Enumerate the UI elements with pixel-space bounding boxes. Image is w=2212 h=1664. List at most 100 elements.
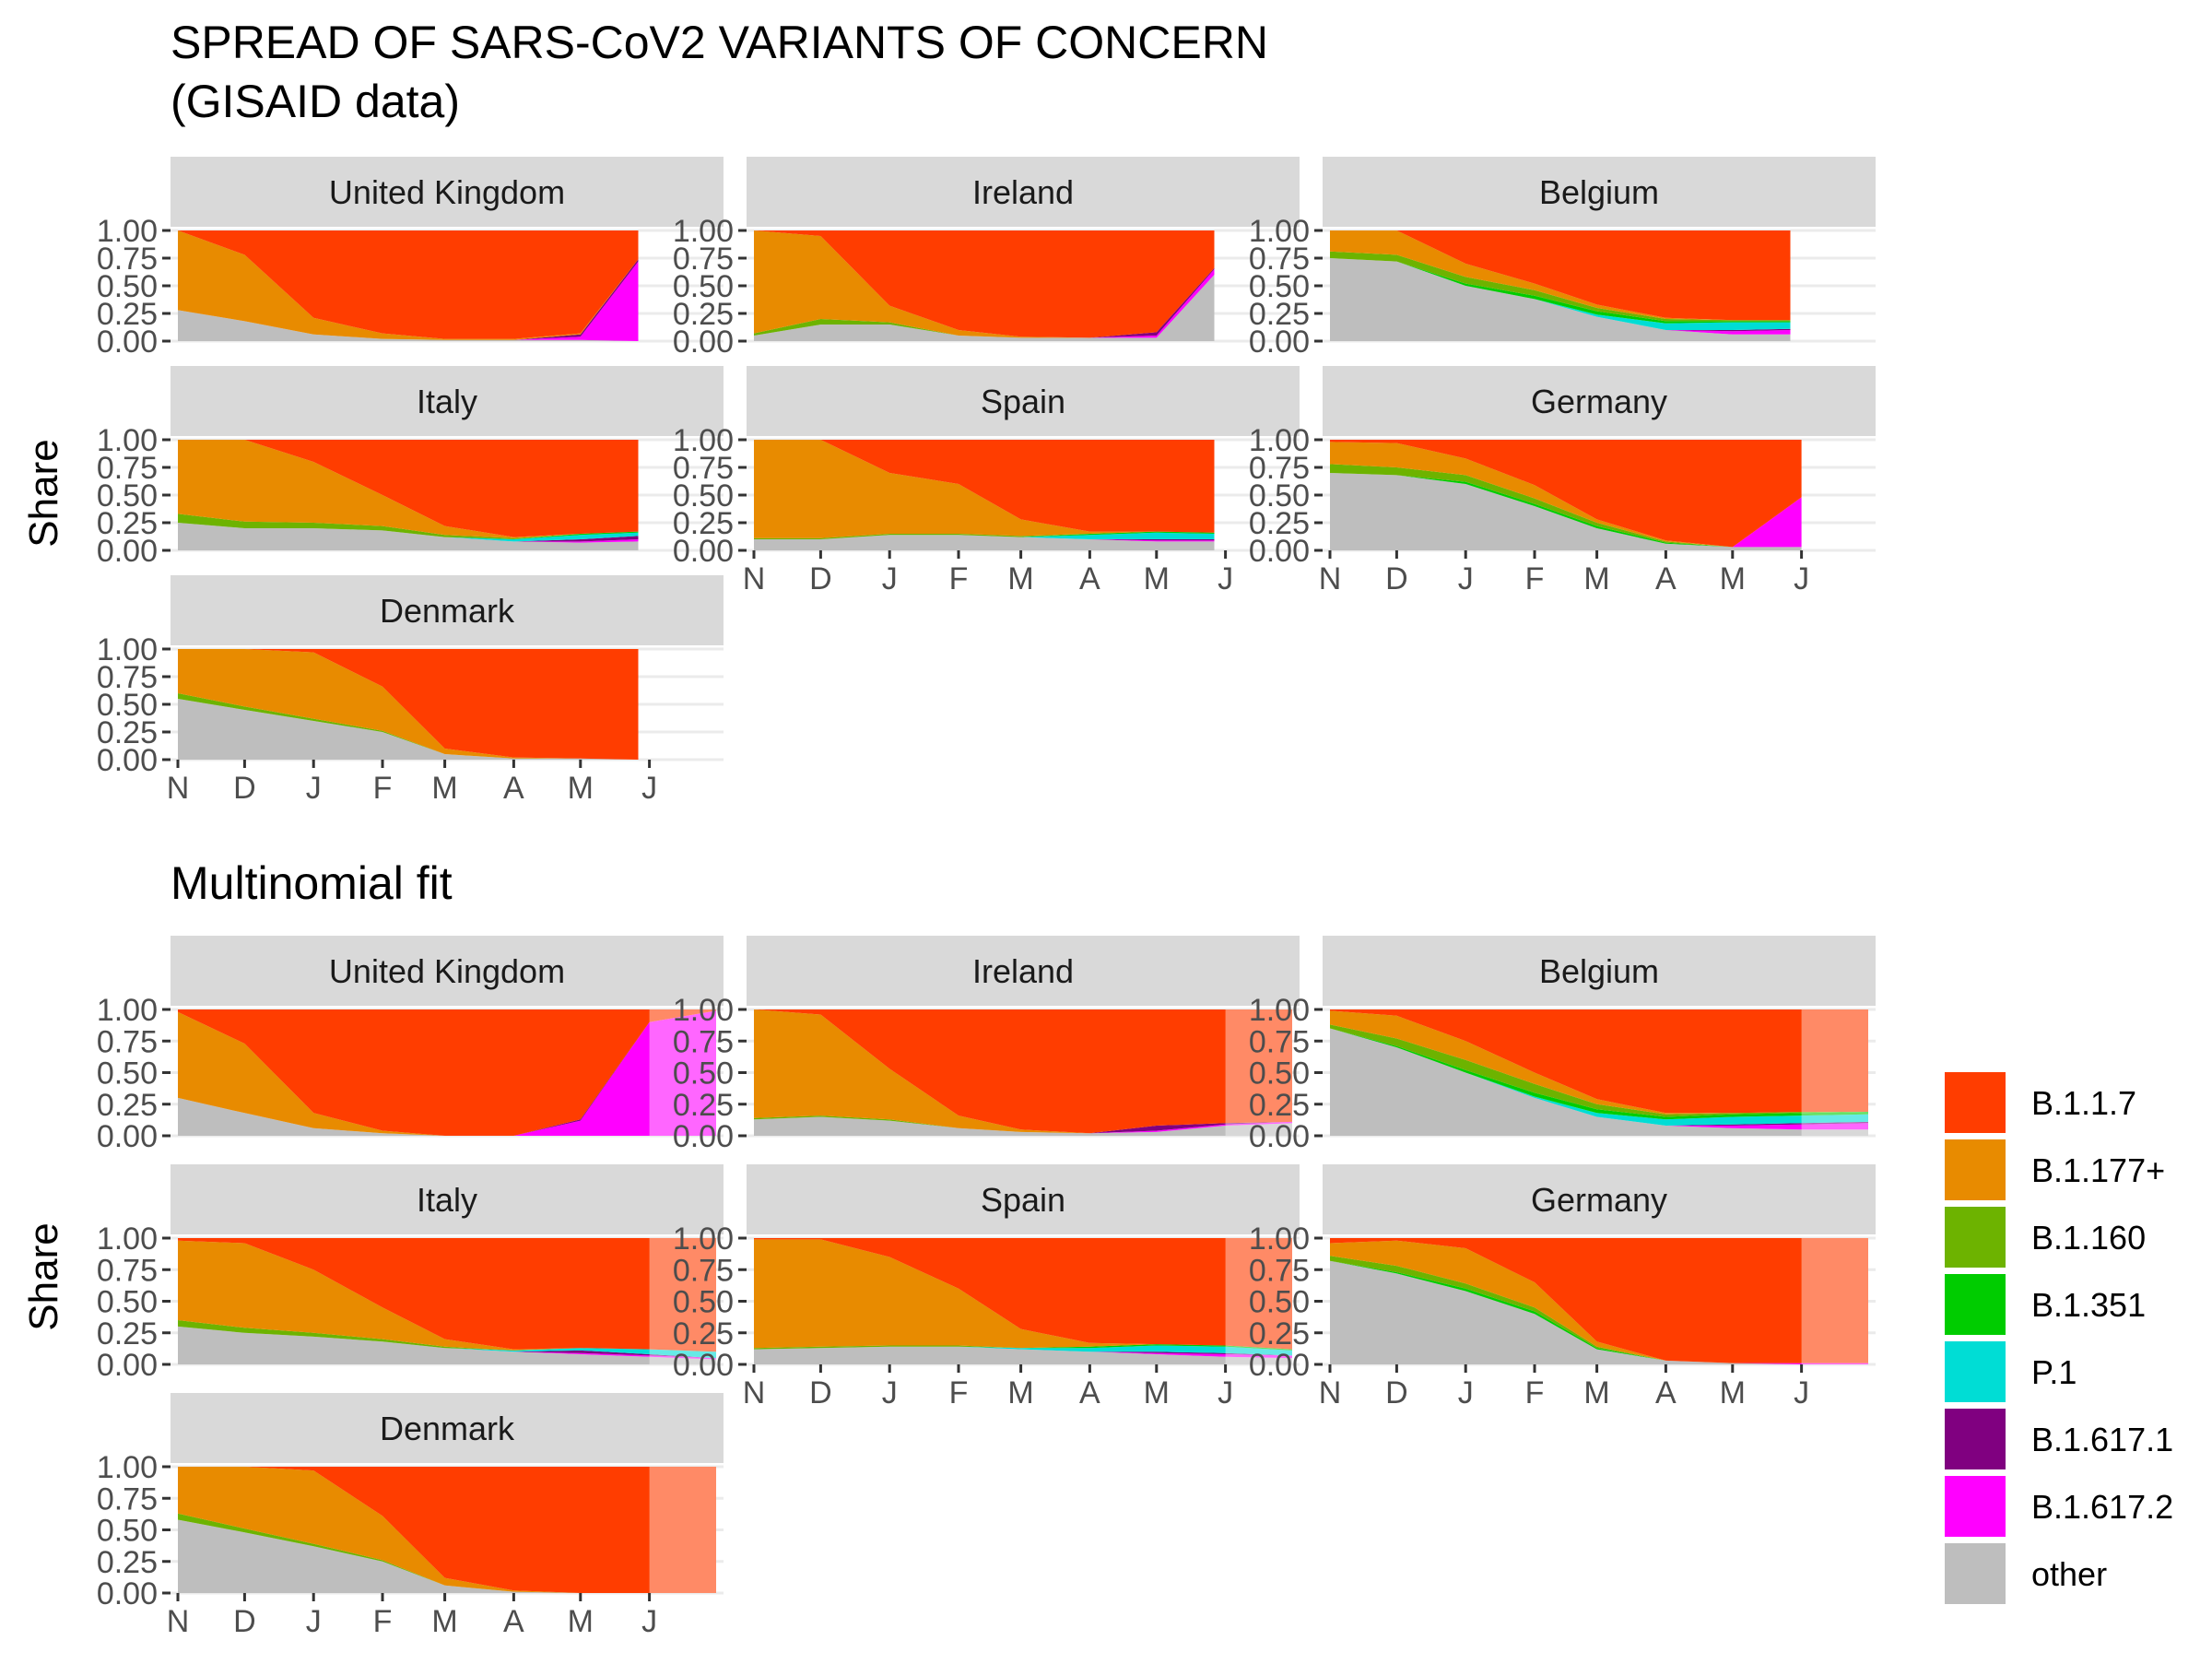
- y-tick-label-gisaid-italy-0: 0.00: [97, 534, 158, 569]
- area-gisaid-germany-b-1-1-7: [1330, 440, 1802, 548]
- area-fit-denmark-b-1-177: [178, 1467, 716, 1593]
- y-tick-label-fit-germany-1: 0.25: [1249, 1316, 1310, 1351]
- area-fit-italy-b-1-177: [178, 1240, 716, 1352]
- panel-gisaid-united-kingdom: United Kingdom 0.000.250.500.751.00: [97, 157, 724, 360]
- y-tick-label-gisaid-ireland-1: 0.25: [673, 297, 734, 332]
- y-tick-label-gisaid-ireland-0: 0.00: [673, 325, 734, 360]
- legend-key-b-1-351: [1945, 1274, 2006, 1335]
- y-tick-label-gisaid-denmark-3: 0.75: [97, 660, 158, 695]
- y-tick-label-gisaid-belgium-2: 0.50: [1249, 269, 1310, 304]
- y-tick-label-fit-denmark-4: 1.00: [97, 1450, 158, 1485]
- y-axis-title-gisaid: Share: [21, 439, 66, 547]
- area-gisaid-united-kingdom-other: [178, 310, 639, 341]
- area-fit-italy-b-1-1-7: [178, 1238, 716, 1352]
- x-tick-label-fit-germany-4: M: [1583, 1375, 1609, 1410]
- area-gisaid-spain-b-1-351: [754, 531, 1215, 539]
- area-gisaid-italy-b-1-160: [178, 513, 639, 539]
- area-fit-spain-b-1-177: [754, 1239, 1292, 1350]
- y-tick-label-fit-united-kingdom-4: 1.00: [97, 993, 158, 1028]
- y-tick-label-gisaid-germany-2: 0.50: [1249, 478, 1310, 513]
- area-fit-spain-b-1-1-7: [754, 1238, 1292, 1350]
- area-fit-ireland-other: [754, 1116, 1292, 1136]
- x-tick-label-gisaid-denmark-7: J: [641, 771, 657, 806]
- strip-gisaid-ireland: [747, 157, 1300, 227]
- figure-title-line2: (GISAID data): [171, 76, 460, 127]
- panel-fit-united-kingdom: United Kingdom 0.000.250.500.751.00: [97, 936, 724, 1154]
- x-tick-label-gisaid-denmark-4: M: [431, 771, 457, 806]
- projection-shade-fit-germany: [1801, 1238, 1868, 1364]
- strip-label-fit-belgium: Belgium: [1539, 952, 1659, 990]
- area-fit-italy-other: [178, 1326, 716, 1364]
- area-gisaid-italy-b-1-1-7: [178, 440, 639, 537]
- y-tick-label-gisaid-denmark-0: 0.00: [97, 743, 158, 778]
- y-tick-label-fit-italy-4: 1.00: [97, 1221, 158, 1257]
- strip-gisaid-germany: [1323, 366, 1876, 436]
- x-tick-label-gisaid-spain-3: F: [949, 561, 969, 596]
- area-gisaid-italy-other: [178, 523, 639, 550]
- x-tick-label-gisaid-denmark-0: N: [167, 771, 190, 806]
- y-tick-label-gisaid-united-kingdom-4: 1.00: [97, 214, 158, 249]
- area-gisaid-ireland-b-1-1-7: [754, 230, 1215, 338]
- area-fit-spain-b-1-160: [754, 1344, 1292, 1350]
- x-tick-label-fit-denmark-5: A: [503, 1604, 524, 1639]
- area-fit-germany-b-1-1-7: [1330, 1238, 1868, 1363]
- legend-label-b-1-160: B.1.160: [2031, 1219, 2146, 1257]
- y-tick-label-gisaid-germany-3: 0.75: [1249, 451, 1310, 486]
- x-tick-label-fit-denmark-3: F: [373, 1604, 393, 1639]
- y-tick-label-fit-germany-0: 0.00: [1249, 1348, 1310, 1383]
- area-gisaid-spain-b-1-617-2: [754, 535, 1215, 542]
- x-tick-label-gisaid-denmark-5: A: [503, 771, 524, 806]
- area-fit-united-kingdom-b-1-617-2: [178, 1010, 716, 1136]
- area-gisaid-belgium-b-1-160: [1330, 251, 1791, 322]
- y-tick-label-fit-united-kingdom-1: 0.25: [97, 1088, 158, 1123]
- x-tick-label-fit-denmark-1: D: [233, 1604, 256, 1639]
- x-tick-label-fit-denmark-6: M: [568, 1604, 594, 1639]
- x-tick-label-gisaid-germany-6: M: [1720, 561, 1746, 596]
- y-tick-label-fit-united-kingdom-0: 0.00: [97, 1119, 158, 1154]
- y-tick-label-gisaid-spain-2: 0.50: [673, 478, 734, 513]
- strip-fit-denmark: [171, 1393, 724, 1463]
- legend-label-b-1-617-1: B.1.617.1: [2031, 1421, 2173, 1458]
- y-tick-label-gisaid-ireland-3: 0.75: [673, 242, 734, 277]
- area-gisaid-spain-p-1: [754, 532, 1215, 539]
- x-tick-label-gisaid-spain-5: A: [1079, 561, 1100, 596]
- area-fit-denmark-other: [178, 1519, 716, 1593]
- strip-gisaid-spain: [747, 366, 1300, 436]
- legend-key-b-1-1-7: [1945, 1072, 2006, 1133]
- area-fit-ireland-b-1-617-1: [754, 1116, 1292, 1134]
- x-tick-label-fit-germany-0: N: [1319, 1375, 1342, 1410]
- strip-label-fit-spain: Spain: [981, 1181, 1065, 1219]
- area-gisaid-germany-other: [1330, 473, 1802, 550]
- strip-fit-italy: [171, 1164, 724, 1234]
- legend-key-other: [1945, 1543, 2006, 1604]
- x-tick-label-gisaid-denmark-1: D: [233, 771, 256, 806]
- strip-fit-ireland: [747, 936, 1300, 1006]
- area-fit-spain-b-1-617-2: [754, 1346, 1292, 1359]
- area-fit-belgium-p-1: [1330, 1028, 1868, 1126]
- x-tick-label-fit-germany-6: M: [1720, 1375, 1746, 1410]
- area-gisaid-united-kingdom-b-1-617-2: [178, 261, 639, 341]
- area-fit-united-kingdom-other: [178, 1097, 716, 1136]
- y-tick-label-fit-denmark-1: 0.25: [97, 1545, 158, 1580]
- x-tick-label-gisaid-denmark-6: M: [568, 771, 594, 806]
- x-tick-label-gisaid-germany-0: N: [1319, 561, 1342, 596]
- projection-shade-fit-spain: [1225, 1238, 1292, 1364]
- y-tick-label-fit-italy-3: 0.75: [97, 1253, 158, 1288]
- y-tick-label-fit-ireland-0: 0.00: [673, 1119, 734, 1154]
- area-fit-denmark-b-1-1-7: [178, 1467, 716, 1593]
- strip-fit-belgium: [1323, 936, 1876, 1006]
- y-tick-label-fit-ireland-2: 0.50: [673, 1056, 734, 1092]
- projection-shade-fit-united-kingdom: [649, 1009, 716, 1136]
- x-tick-label-gisaid-spain-4: M: [1007, 561, 1033, 596]
- y-axis-title-fit: Share: [21, 1222, 66, 1330]
- panel-fit-italy: Italy 0.000.250.500.751.00: [97, 1164, 724, 1383]
- y-tick-label-fit-germany-3: 0.75: [1249, 1253, 1310, 1288]
- y-tick-label-fit-denmark-3: 0.75: [97, 1481, 158, 1516]
- panel-gisaid-ireland: Ireland 0.000.250.500.751.00: [673, 157, 1300, 360]
- x-tick-label-fit-germany-1: D: [1385, 1375, 1408, 1410]
- x-tick-label-fit-germany-7: J: [1794, 1375, 1809, 1410]
- facet-panels: United Kingdom0.000.250.500.751.00Irelan…: [97, 157, 1876, 1639]
- strip-label-fit-denmark: Denmark: [380, 1410, 515, 1447]
- y-tick-label-fit-belgium-0: 0.00: [1249, 1119, 1310, 1154]
